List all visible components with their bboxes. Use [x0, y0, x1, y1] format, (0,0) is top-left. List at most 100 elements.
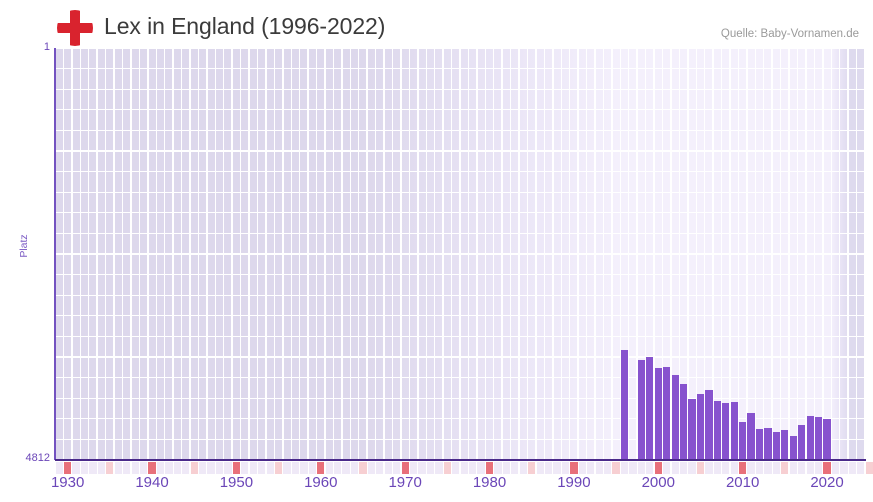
x-tick-minor-2007 [713, 461, 721, 474]
x-axis-label-1990: 1990 [557, 474, 591, 491]
england-flag-icon [57, 10, 93, 46]
x-tick-minor-1968 [384, 461, 392, 474]
grid-line-horizontal [55, 356, 865, 358]
bar-1998[interactable] [637, 359, 646, 460]
x-tick-major-1950 [232, 461, 241, 474]
x-axis-label-2000: 2000 [641, 474, 675, 491]
bar-2002[interactable] [671, 375, 679, 460]
x-tick-minor-1989 [561, 461, 570, 474]
x-tick-minor-1975 [443, 461, 451, 474]
bar-2010[interactable] [739, 422, 747, 460]
x-tick-minor-1987 [544, 461, 553, 474]
x-tick-minor-2022 [840, 461, 848, 474]
x-tick-major-1970 [401, 461, 409, 474]
bar-2015[interactable] [781, 430, 789, 460]
x-tick-minor-2006 [705, 461, 713, 474]
y-axis-top-label: 1 [43, 41, 50, 53]
x-tick-minor-2008 [722, 461, 730, 474]
x-tick-major-2010 [739, 461, 747, 474]
grid-line-horizontal [55, 191, 865, 193]
x-tick-minor-1988 [553, 461, 561, 474]
bar-2018[interactable] [806, 416, 814, 460]
x-tick-minor-1982 [502, 461, 511, 474]
x-tick-major-1940 [148, 461, 156, 474]
bar-2016[interactable] [789, 436, 797, 460]
x-tick-minor-2002 [671, 461, 679, 474]
x-tick-minor-1933 [89, 461, 97, 474]
x-tick-minor-1929 [55, 461, 63, 474]
bar-2009[interactable] [730, 402, 738, 460]
x-tick-minor-2001 [663, 461, 671, 474]
bar-2020[interactable] [823, 419, 831, 460]
x-tick-minor-1979 [477, 461, 485, 474]
x-tick-minor-1995 [612, 461, 620, 474]
bar-2000[interactable] [654, 368, 662, 460]
x-tick-minor-1959 [308, 461, 316, 474]
x-tick-minor-1986 [536, 461, 544, 474]
bar-2017[interactable] [798, 425, 806, 460]
x-tick-minor-1958 [300, 461, 308, 474]
chart-title: Lex in England (1996-2022) [104, 13, 386, 39]
x-tick-minor-1932 [80, 461, 89, 474]
x-tick-minor-1996 [620, 461, 629, 474]
bar-2003[interactable] [679, 384, 688, 460]
x-axis-label-1940: 1940 [135, 474, 169, 491]
x-tick-minor-1937 [123, 461, 131, 474]
x-tick-minor-1951 [241, 461, 249, 474]
x-tick-major-1990 [570, 461, 578, 474]
x-tick-minor-2024 [857, 461, 865, 474]
x-tick-minor-1931 [72, 461, 80, 474]
x-tick-minor-1985 [528, 461, 536, 474]
bar-1996[interactable] [620, 349, 629, 460]
y-axis-title: Platz [18, 234, 30, 258]
x-tick-minor-1973 [426, 461, 435, 474]
x-axis-label-1970: 1970 [388, 474, 422, 491]
bar-1999[interactable] [646, 357, 654, 460]
bar-2007[interactable] [713, 401, 721, 460]
grid-line-horizontal [55, 48, 865, 49]
grid-line-horizontal [55, 129, 865, 132]
x-tick-minor-1956 [283, 461, 291, 474]
bar-2011[interactable] [747, 413, 755, 460]
bar-2004[interactable] [688, 399, 696, 460]
x-tick-minor-1966 [367, 461, 376, 474]
x-axis-label-1980: 1980 [472, 474, 507, 491]
x-tick-minor-2021 [831, 461, 840, 474]
x-tick-minor-2023 [848, 461, 856, 474]
x-tick-minor-2013 [764, 461, 772, 474]
x-tick-minor-1952 [249, 461, 257, 474]
bar-2001[interactable] [663, 366, 671, 460]
x-tick-minor-1963 [342, 461, 350, 474]
plot-area [55, 48, 865, 460]
bar-2005[interactable] [696, 394, 705, 460]
x-tick-minor-1938 [131, 461, 139, 474]
grid-line-horizontal [55, 253, 865, 255]
x-tick-minor-1934 [97, 461, 106, 474]
x-tick-minor-2019 [814, 461, 823, 474]
x-tick-minor-1981 [494, 461, 502, 474]
grid-line-horizontal [55, 418, 865, 420]
x-tick-minor-1957 [291, 461, 300, 474]
x-tick-minor-2005 [696, 461, 705, 474]
x-tick-minor-1942 [165, 461, 173, 474]
x-tick-minor-1965 [359, 461, 367, 474]
x-tick-minor-1953 [258, 461, 266, 474]
x-tick-minor-1978 [469, 461, 477, 474]
x-tick-minor-1949 [224, 461, 232, 474]
grid-line-horizontal [55, 170, 865, 173]
x-tick-minor-1945 [190, 461, 198, 474]
x-tick-minor-1971 [409, 461, 418, 474]
bar-2008[interactable] [722, 403, 730, 460]
grid-line-horizontal [55, 315, 865, 317]
x-axis-label-2010: 2010 [725, 474, 760, 491]
bar-2013[interactable] [764, 427, 772, 460]
bar-2006[interactable] [705, 390, 713, 460]
x-tick-minor-1999 [646, 461, 654, 474]
x-tick-minor-1969 [393, 461, 401, 474]
bar-2019[interactable] [814, 417, 823, 460]
x-tick-minor-1967 [376, 461, 384, 474]
x-tick-minor-1943 [173, 461, 181, 474]
bar-2014[interactable] [772, 431, 781, 460]
grid-line-horizontal [55, 376, 865, 379]
bar-2012[interactable] [755, 428, 764, 460]
